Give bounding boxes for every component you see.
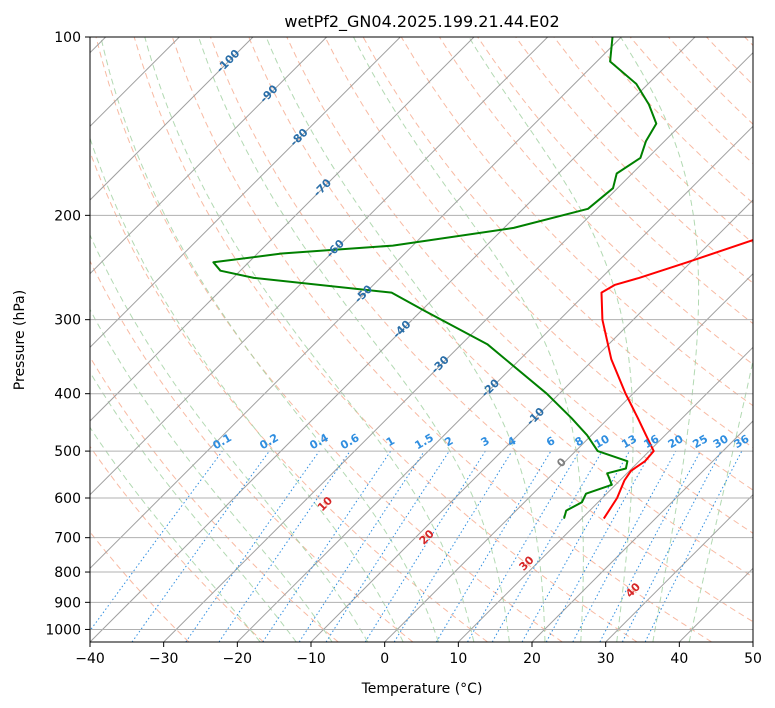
moist-adiabat-line [90, 136, 404, 642]
dry-adiabat-line [90, 259, 414, 642]
x-tick-label: −20 [223, 651, 253, 667]
x-tick-label: 0 [380, 651, 389, 667]
y-tick-label: 500 [54, 444, 81, 460]
x-tick-label: −30 [149, 651, 179, 667]
isotherm-line [90, 37, 328, 275]
moist-adiabat-line [198, 37, 510, 642]
x-tick-label: −10 [296, 651, 326, 667]
dry-adiabat-line [90, 445, 264, 642]
dry-adiabat-line [171, 37, 712, 642]
mixing-ratio-line [262, 450, 392, 642]
moist-adiabat-line [144, 37, 475, 642]
dry-adiabat-line [95, 37, 563, 642]
isotherm-line [90, 37, 622, 570]
mixing-ratio-line [131, 450, 270, 642]
temperature-profile-line [600, 239, 753, 520]
isotherm-line [90, 37, 696, 642]
moist-adiabat-line [265, 37, 546, 642]
moist-adiabat-line [90, 371, 297, 642]
isotherm-line [90, 37, 549, 496]
isotherm-line [163, 51, 753, 642]
dry-adiabat-line [324, 37, 753, 491]
dry-adiabat-line [515, 37, 753, 284]
mixing-ratio-line [185, 450, 320, 642]
mixing-ratio-line [644, 450, 743, 642]
y-tick-label: 600 [54, 491, 81, 507]
mixing-ratio-line [545, 450, 653, 642]
x-axis-title: Temperature (°C) [361, 681, 483, 697]
plot-frame [89, 36, 754, 643]
y-tick-label: 1000 [45, 622, 81, 638]
y-tick-label: 100 [54, 30, 81, 46]
profile-lines [212, 37, 753, 520]
x-tick-label: 50 [744, 651, 762, 667]
moist-adiabat-line [620, 37, 700, 642]
dewpoint-profile-line [212, 37, 658, 519]
moist-adiabat-line [353, 37, 584, 642]
isotherm-line [531, 420, 753, 642]
isotherm-line [90, 37, 254, 201]
dry-adiabat-line [210, 37, 753, 623]
mixing-ratio-line [521, 450, 630, 642]
background-lines [90, 37, 753, 642]
mixing-ratio-line [90, 450, 223, 632]
chart-title: wetPf2_GN04.2025.199.21.44.E02 [284, 12, 559, 32]
x-tick-label: −40 [75, 651, 105, 667]
dry-adiabat-line [133, 37, 638, 642]
x-tick-label: 40 [670, 651, 688, 667]
y-tick-label: 300 [54, 313, 81, 329]
y-axis-title: Pressure (hPa) [12, 290, 28, 390]
axes: −40 −30 −20 −10 0 10 20 30 40 50 100 200 300 400 500 60… [45, 30, 762, 667]
y-tick-label: 800 [54, 565, 81, 581]
y-tick-label: 700 [54, 531, 81, 547]
moist-adiabat-line [100, 37, 439, 642]
moist-adiabat-line [688, 358, 753, 642]
x-tick-label: 30 [597, 651, 615, 667]
y-tick-label: 900 [54, 595, 81, 611]
y-tick-label: 200 [54, 208, 81, 224]
mixing-ratio-line [572, 450, 677, 642]
y-tick-label: 400 [54, 387, 81, 403]
isotherm-line [90, 37, 475, 422]
isotherm-line [90, 37, 401, 349]
mixing-ratio-line [325, 450, 450, 642]
isotherm-line [457, 346, 753, 642]
isotherm-line [605, 493, 753, 642]
moist-adiabat-line [90, 308, 333, 642]
dry-adiabat-line [90, 356, 339, 642]
isotherm-line [384, 272, 753, 642]
dry-adiabat-line [286, 37, 753, 534]
isotherm-line [236, 125, 753, 642]
mixing-ratio-line [218, 450, 351, 642]
isotherm-line [310, 199, 753, 642]
mixing-ratio-line [298, 450, 425, 642]
x-tick-label: 20 [523, 651, 541, 667]
mixing-ratio-line [393, 450, 513, 642]
x-tick-label: 10 [449, 651, 467, 667]
